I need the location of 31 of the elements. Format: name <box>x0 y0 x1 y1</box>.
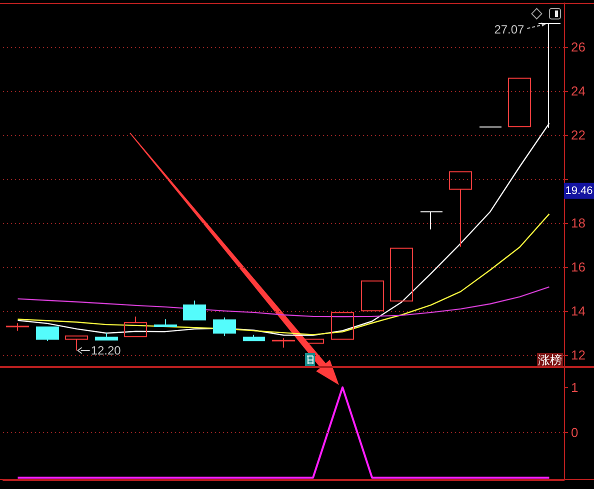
candlestick <box>183 300 206 320</box>
y-tick-label: 24 <box>571 83 586 98</box>
y-tick-label: 16 <box>571 259 586 274</box>
candlestick <box>95 332 118 341</box>
annotation: 19.46 <box>565 184 593 197</box>
candlestick <box>508 78 531 128</box>
line-series <box>17 213 550 336</box>
candlestick <box>390 248 413 302</box>
y-tick-label: 1 <box>571 380 578 395</box>
candlestick <box>213 317 236 336</box>
candlestick <box>302 338 324 344</box>
candlestick <box>272 338 295 348</box>
annotation: 27.07 <box>494 22 525 36</box>
candlestick <box>6 322 29 332</box>
candlestick <box>243 334 265 342</box>
candlestick <box>331 312 354 340</box>
candlestick <box>420 211 443 230</box>
annotation: 12.20 <box>90 344 122 358</box>
y-tick-label: 14 <box>571 303 586 318</box>
candlestick <box>36 326 59 342</box>
annotation: 涨榜 <box>538 353 562 367</box>
y-tick-label: 0 <box>571 425 578 440</box>
candlestick <box>124 316 147 338</box>
candlestick <box>361 280 384 312</box>
line-series <box>17 286 550 318</box>
y-tick-label: 22 <box>571 127 586 142</box>
candlestick <box>154 318 177 328</box>
y-tick-label: 12 <box>571 347 586 362</box>
y-tick-label: 18 <box>571 215 586 230</box>
candlestick <box>449 171 472 248</box>
y-tick-label: 26 <box>571 39 586 54</box>
